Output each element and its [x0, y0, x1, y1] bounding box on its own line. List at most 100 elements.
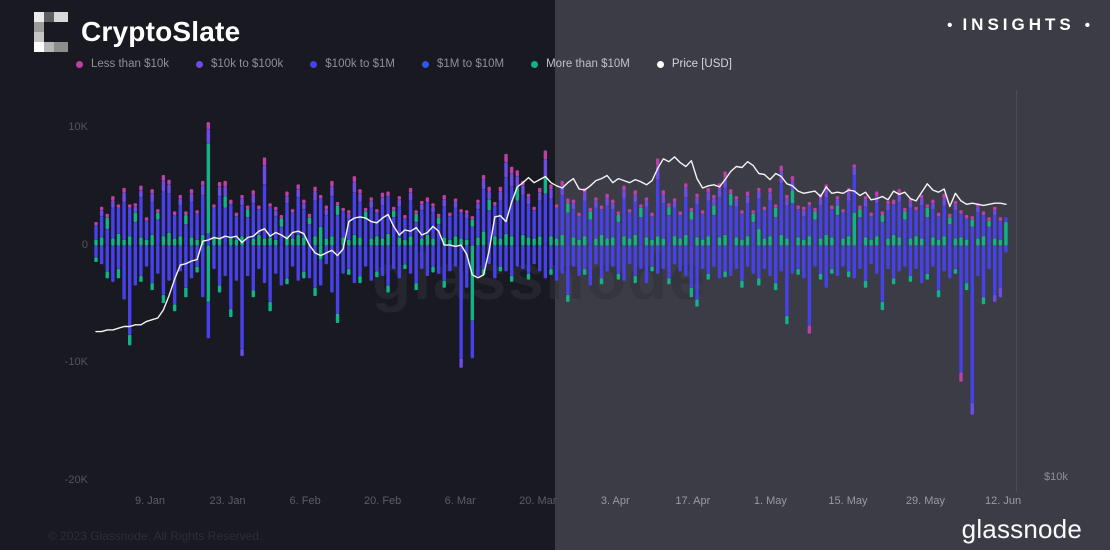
bar-segment-100k-1m[interactable]	[987, 245, 991, 270]
bar-segment-lt-10k[interactable]	[768, 187, 772, 193]
bar-segment-gt-10m[interactable]	[324, 238, 328, 246]
bar-segment-100k-1m[interactable]	[942, 245, 946, 272]
bar-segment-100k-1m[interactable]	[785, 205, 789, 239]
bar-segment-lt-10k[interactable]	[554, 204, 559, 208]
bar-segment-100k-1m[interactable]	[785, 245, 789, 317]
bar-segment-lt-10k[interactable]	[538, 187, 542, 193]
bar-segment-lt-10k[interactable]	[358, 189, 362, 194]
bar-segment-10k-100k[interactable]	[852, 167, 856, 175]
bar-segment-100k-1m[interactable]	[184, 224, 188, 246]
bar-segment-10k-100k[interactable]	[189, 193, 194, 203]
bar-segment-gt-10m[interactable]	[981, 297, 986, 305]
bar-segment-100k-1m[interactable]	[318, 198, 323, 227]
bar-segment-100k-1m[interactable]	[133, 245, 138, 286]
bar-segment-100k-1m[interactable]	[723, 245, 727, 272]
bar-segment-gt-10m[interactable]	[172, 238, 177, 246]
bar-segment-100k-1m[interactable]	[790, 203, 795, 246]
bar-segment-lt-10k[interactable]	[380, 192, 385, 198]
bar-segment-lt-10k[interactable]	[959, 210, 963, 214]
bar-segment-lt-10k[interactable]	[133, 203, 138, 207]
bar-segment-100k-1m[interactable]	[908, 207, 913, 239]
bar-segment-100k-1m[interactable]	[852, 245, 856, 279]
bar-segment-gt-10m[interactable]	[414, 283, 418, 291]
bar-segment-lt-10k[interactable]	[498, 186, 503, 192]
bar-segment-gt-10m[interactable]	[302, 271, 306, 279]
bar-segment-100k-1m[interactable]	[993, 245, 997, 295]
bar-segment-100k-1m[interactable]	[858, 245, 862, 270]
bar-segment-10k-100k[interactable]	[976, 206, 980, 213]
bar-segment-gt-10m[interactable]	[504, 233, 508, 246]
bar-segment-10k-100k[interactable]	[993, 210, 997, 215]
bar-segment-100k-1m[interactable]	[695, 204, 699, 238]
bar-segment-gt-10m[interactable]	[616, 214, 621, 222]
bar-segment-gt-10m[interactable]	[802, 239, 806, 246]
bar-segment-10k-100k[interactable]	[285, 196, 289, 204]
bar-segment-100k-1m[interactable]	[257, 245, 261, 270]
bar-segment-lt-10k[interactable]	[509, 166, 514, 174]
bar-segment-gt-10m[interactable]	[717, 237, 722, 246]
bar-segment-100k-1m[interactable]	[549, 198, 553, 237]
bar-segment-gt-10m[interactable]	[234, 239, 239, 246]
bar-segment-100k-1m[interactable]	[633, 245, 637, 277]
bar-segment-100k-1m[interactable]	[279, 245, 284, 286]
bar-segment-gt-10m[interactable]	[509, 276, 514, 282]
bar-segment-100k-1m[interactable]	[891, 245, 896, 279]
bar-segment-100k-1m[interactable]	[105, 229, 109, 246]
bar-segment-lt-10k[interactable]	[734, 196, 739, 200]
bar-segment-gt-10m[interactable]	[931, 237, 935, 246]
bar-segment-100k-1m[interactable]	[936, 245, 941, 291]
bar-segment-100k-1m[interactable]	[981, 245, 986, 298]
bar-segment-lt-10k[interactable]	[886, 200, 890, 205]
bar-segment-gt-10m[interactable]	[481, 231, 486, 246]
bar-segment-10k-100k[interactable]	[217, 186, 222, 197]
bar-segment-lt-10k[interactable]	[605, 193, 609, 199]
bar-segment-10k-100k[interactable]	[262, 165, 267, 185]
bar-segment-lt-10k[interactable]	[459, 209, 463, 213]
bar-segment-lt-10k[interactable]	[94, 222, 98, 226]
bar-segment-gt-10m[interactable]	[605, 238, 609, 246]
bar-segment-gt-10m[interactable]	[442, 280, 446, 288]
bar-segment-100k-1m[interactable]	[436, 245, 441, 274]
bar-segment-lt-10k[interactable]	[302, 199, 306, 204]
bar-segment-gt-10m[interactable]	[94, 239, 98, 246]
bar-segment-100k-1m[interactable]	[99, 216, 104, 238]
bar-segment-100k-1m[interactable]	[734, 206, 739, 238]
bar-segment-gt-10m[interactable]	[128, 236, 132, 246]
bar-segment-100k-1m[interactable]	[582, 245, 587, 270]
bar-segment-100k-1m[interactable]	[706, 245, 710, 274]
bar-segment-gt-10m[interactable]	[111, 238, 115, 246]
bar-segment-lt-10k[interactable]	[139, 185, 143, 191]
bar-segment-100k-1m[interactable]	[695, 245, 699, 300]
bar-segment-lt-10k[interactable]	[285, 191, 289, 197]
bar-segment-gt-10m[interactable]	[375, 236, 379, 246]
bar-segment-100k-1m[interactable]	[622, 198, 626, 237]
bar-segment-100k-1m[interactable]	[616, 222, 621, 246]
bar-segment-lt-10k[interactable]	[217, 182, 222, 187]
bar-segment-lt-10k[interactable]	[105, 213, 109, 218]
bar-segment-10k-100k[interactable]	[453, 202, 458, 208]
bar-segment-lt-10k[interactable]	[178, 194, 182, 199]
bar-segment-100k-1m[interactable]	[880, 222, 885, 246]
bar-segment-lt-10k[interactable]	[420, 200, 424, 205]
bar-segment-lt-10k[interactable]	[616, 211, 621, 215]
bar-segment-gt-10m[interactable]	[318, 245, 323, 260]
bar-segment-100k-1m[interactable]	[178, 205, 182, 237]
bar-segment-lt-10k[interactable]	[869, 212, 873, 217]
bar-segment-gt-10m[interactable]	[734, 237, 739, 246]
bar-segment-100k-1m[interactable]	[886, 245, 890, 270]
bar-segment-lt-10k[interactable]	[700, 210, 705, 214]
bar-segment-gt-10m[interactable]	[964, 239, 969, 246]
bar-segment-100k-1m[interactable]	[229, 204, 233, 238]
bar-segment-100k-1m[interactable]	[779, 245, 783, 272]
bar-segment-100k-1m[interactable]	[762, 210, 767, 239]
bar-segment-gt-10m[interactable]	[729, 193, 733, 206]
bar-segment-100k-1m[interactable]	[684, 197, 688, 235]
bar-segment-100k-1m[interactable]	[667, 214, 671, 246]
bar-segment-100k-1m[interactable]	[773, 217, 778, 246]
bar-segment-100k-1m[interactable]	[493, 245, 497, 279]
bar-segment-100k-1m[interactable]	[369, 245, 373, 281]
bar-segment-gt-10m[interactable]	[532, 238, 536, 246]
bar-segment-gt-10m[interactable]	[650, 266, 654, 272]
bar-segment-lt-10k[interactable]	[122, 187, 126, 193]
bar-segment-100k-1m[interactable]	[139, 245, 143, 277]
